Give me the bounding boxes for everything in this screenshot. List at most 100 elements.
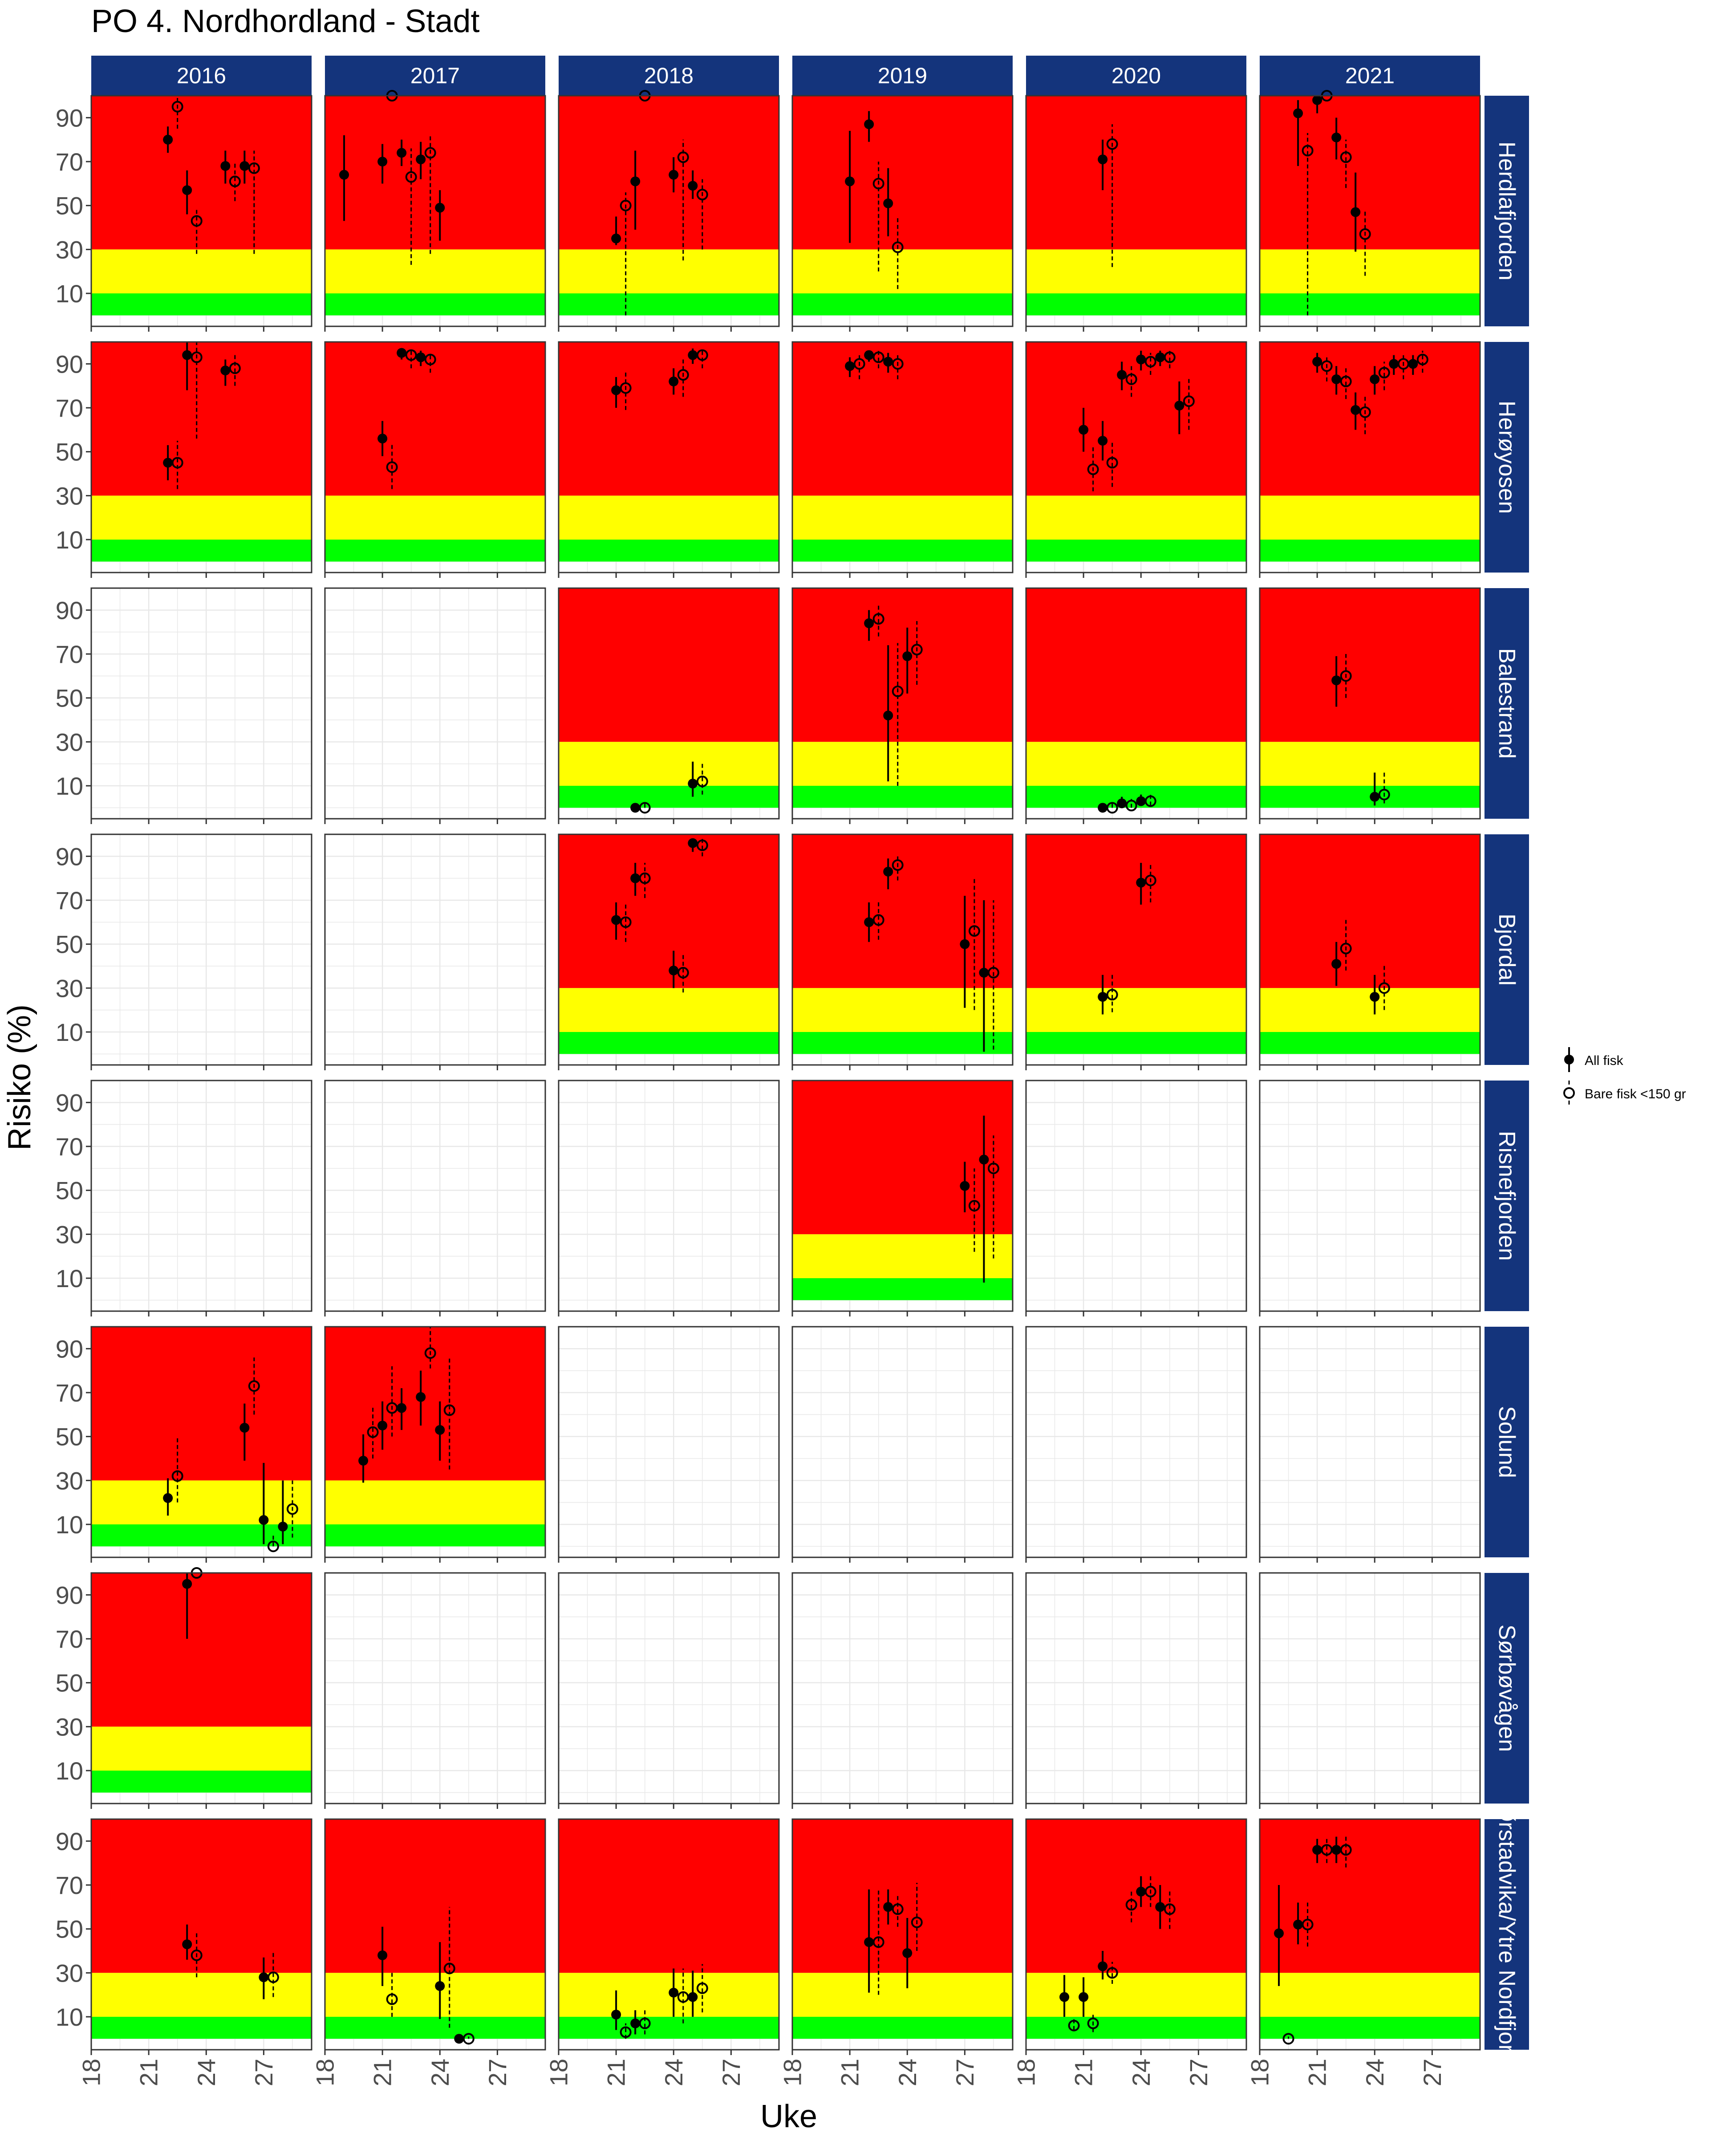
point-bare-fisk [1359,406,1371,418]
point-all-fisk [220,161,231,171]
point-bare-fisk [892,685,904,697]
risk-zone-yellow [325,1480,545,1524]
panel-background [559,1573,779,1804]
risk-zone-red [1026,1819,1246,1973]
risk-zone-red [1260,96,1480,250]
point-bare-fisk [1125,800,1137,812]
y-tick-label: 10 [56,1511,83,1539]
y-tick-label: 70 [56,1871,83,1899]
point-bare-fisk [191,351,203,363]
point-bare-fisk [639,802,651,814]
point-all-fisk [1331,1845,1342,1855]
risk-zone-green [792,1032,1013,1054]
risk-zone-red [1260,342,1480,496]
risk-zone-yellow [1026,249,1246,293]
point-all-fisk [1059,1992,1070,2002]
risk-zone-green [559,2017,779,2039]
risk-zone-red [325,1327,545,1481]
point-bare-fisk [696,1982,708,1994]
point-all-fisk [416,154,426,165]
panel-border [1025,1080,1247,1312]
y-tick-label: 50 [56,192,83,220]
point-all-fisk [1098,436,1108,446]
point-all-fisk [416,1392,426,1402]
y-tick-label: 10 [56,1264,83,1292]
point-bare-fisk [1106,989,1118,1001]
point-bare-fisk [968,925,980,937]
risk-zone-green [792,540,1013,562]
panel-border [90,1080,312,1312]
point-bare-fisk [405,349,417,361]
risk-zone-red [91,342,312,496]
point-bare-fisk [872,178,884,190]
point-all-fisk [1098,1961,1108,1971]
risk-zone-yellow [559,496,779,540]
point-all-fisk [669,376,679,386]
risk-zone-green [325,293,545,316]
y-tick-label: 50 [56,930,83,959]
point-all-fisk [960,1181,970,1191]
x-tick-label: 18 [545,2059,573,2086]
location-strip [1485,1573,1529,1804]
point-all-fisk [239,161,250,171]
y-tick-label: 30 [56,1713,83,1741]
point-bare-fisk [462,2033,475,2045]
panel-background [1026,1327,1246,1557]
panel-border [791,1572,1014,1804]
risk-zone-red [325,96,545,250]
point-all-fisk [883,866,893,877]
x-tick-label: 27 [951,2059,979,2086]
panel-border [1259,1818,1481,2051]
point-all-fisk [1331,959,1342,969]
point-all-fisk [1274,1928,1284,1938]
risk-zone-green [91,1524,312,1547]
year-strip-label: 2019 [878,63,927,88]
point-all-fisk [435,1981,445,1991]
point-all-fisk [669,1987,679,1998]
point-all-fisk [845,176,855,187]
year-strip [1026,56,1246,96]
point-bare-fisk [424,1347,436,1359]
point-bare-fisk [443,1404,455,1416]
point-all-fisk [1117,798,1127,808]
point-all-fisk [182,1939,192,1950]
panel-border [558,1572,780,1804]
point-all-fisk [1351,405,1361,415]
point-bare-fisk [620,382,632,394]
point-all-fisk [1312,1845,1322,1855]
point-bare-fisk [892,859,904,871]
point-all-fisk [883,1902,893,1912]
panel-border [90,341,312,573]
risk-zone-green [559,1032,779,1054]
year-strip-label: 2020 [1111,63,1161,88]
point-all-fisk [883,357,893,367]
point-bare-fisk [1068,2019,1080,2031]
panel-background [792,1573,1013,1804]
point-all-fisk [1136,1886,1146,1897]
point-all-fisk [864,119,874,130]
x-tick-label: 21 [1070,2059,1098,2086]
year-strip [325,56,545,96]
risk-zone-yellow [1026,1973,1246,2017]
point-bare-fisk [911,1916,923,1928]
panel-border [324,341,546,573]
point-all-fisk [377,434,388,444]
year-strip-label: 2017 [410,63,460,88]
point-bare-fisk [1183,395,1195,407]
point-bare-fisk [248,162,260,174]
point-bare-fisk [620,199,632,211]
point-all-fisk [1312,357,1322,367]
y-tick-label: 70 [56,1625,83,1653]
point-all-fisk [688,838,698,848]
y-tick-label: 90 [56,596,83,624]
panel-border [791,95,1014,327]
point-bare-fisk [386,461,398,473]
point-bare-fisk [1340,375,1352,387]
y-tick-label: 30 [56,728,83,756]
point-bare-fisk [386,1402,398,1414]
y-tick-label: 50 [56,684,83,712]
point-all-fisk [1331,374,1342,384]
point-all-fisk [630,873,641,883]
panel-background [1260,1573,1480,1804]
panel-border [1025,1326,1247,1558]
